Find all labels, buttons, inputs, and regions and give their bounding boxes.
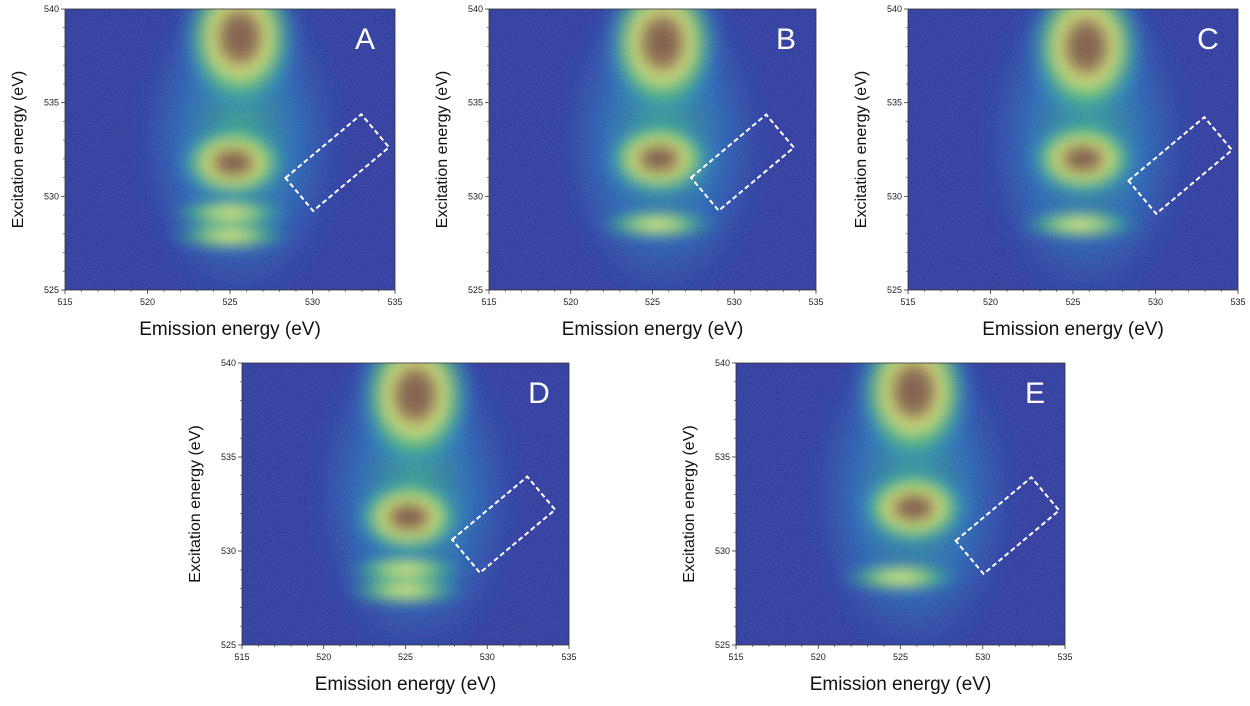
panel-d: 515 520 525 530 535 525 530 535 540 Emission ener… xyxy=(187,358,577,695)
y-tick-label: 540 xyxy=(468,4,483,14)
x-tick-label: 515 xyxy=(728,652,743,662)
panel-label: D xyxy=(528,377,550,410)
x-tick-label: 525 xyxy=(645,297,660,307)
y-tick-label: 525 xyxy=(44,285,59,295)
panel-label: B xyxy=(776,23,796,56)
y-tick-label: 525 xyxy=(221,640,236,650)
panel-label: E xyxy=(1025,377,1045,410)
y-tick-label: 540 xyxy=(44,4,59,14)
highlight-box xyxy=(954,475,1061,576)
y-tick-label: 540 xyxy=(887,4,902,14)
noise-texture xyxy=(908,9,1238,290)
panel-a: 515 520 525 530 535 525 530 535 540 Emission ener… xyxy=(10,4,403,340)
y-tick-label: 525 xyxy=(468,285,483,295)
highlight-box xyxy=(450,475,557,575)
x-tick-label: 530 xyxy=(727,297,742,307)
highlight-box xyxy=(284,112,391,213)
y-tick-label: 535 xyxy=(887,98,902,108)
x-axis-title: Emission energy (eV) xyxy=(562,319,744,340)
x-tick-label: 520 xyxy=(563,297,578,307)
noise-texture xyxy=(65,9,395,290)
intensity-map xyxy=(242,363,569,645)
x-tick-label: 525 xyxy=(893,652,908,662)
x-tick-label: 515 xyxy=(234,652,249,662)
x-tick-label: 525 xyxy=(1065,297,1080,307)
x-tick-label: 515 xyxy=(900,297,915,307)
y-tick-label: 540 xyxy=(221,358,236,368)
intensity-map xyxy=(908,9,1238,290)
x-axis-title: Emission energy (eV) xyxy=(982,319,1164,340)
y-tick-label: 535 xyxy=(715,452,730,462)
y-axis-title: Excitation energy (eV) xyxy=(434,71,451,228)
y-tick-label: 535 xyxy=(44,98,59,108)
highlight-box xyxy=(1127,115,1234,216)
x-tick-label: 530 xyxy=(975,652,990,662)
y-tick-label: 525 xyxy=(887,285,902,295)
y-tick-label: 540 xyxy=(715,358,730,368)
x-tick-label: 530 xyxy=(305,297,320,307)
x-tick-label: 535 xyxy=(1057,652,1072,662)
y-tick-label: 530 xyxy=(887,191,902,201)
x-tick-label: 525 xyxy=(222,297,237,307)
x-tick-label: 535 xyxy=(561,652,576,662)
panel-b: 515 520 525 530 535 525 530 535 540 Emission ener… xyxy=(434,4,824,340)
panel-label: C xyxy=(1197,23,1219,56)
x-tick-label: 535 xyxy=(808,297,823,307)
y-tick-label: 535 xyxy=(221,452,236,462)
noise-texture xyxy=(489,9,816,290)
x-tick-label: 530 xyxy=(1148,297,1163,307)
x-tick-label: 515 xyxy=(57,297,72,307)
panel-e: 515 520 525 530 535 525 530 535 540 Emission ener… xyxy=(681,358,1073,695)
x-tick-label: 520 xyxy=(983,297,998,307)
intensity-map xyxy=(65,9,395,290)
x-tick-label: 530 xyxy=(480,652,495,662)
y-tick-label: 530 xyxy=(468,191,483,201)
noise-texture xyxy=(242,363,569,645)
noise-texture xyxy=(736,363,1065,645)
x-tick-label: 525 xyxy=(398,652,413,662)
y-tick-label: 530 xyxy=(44,191,59,201)
x-tick-label: 520 xyxy=(316,652,331,662)
panel-c: 515 520 525 530 535 525 530 535 540 Emission ener… xyxy=(853,4,1246,340)
intensity-map xyxy=(736,363,1065,645)
x-axis-title: Emission energy (eV) xyxy=(315,674,497,695)
x-tick-label: 515 xyxy=(481,297,496,307)
y-axis-title: Excitation energy (eV) xyxy=(681,425,698,582)
x-tick-label: 520 xyxy=(140,297,155,307)
y-tick-label: 530 xyxy=(715,546,730,556)
x-tick-label: 535 xyxy=(387,297,402,307)
y-axis-title: Excitation energy (eV) xyxy=(853,71,870,228)
y-tick-label: 530 xyxy=(221,546,236,556)
panel-label: A xyxy=(355,23,375,56)
y-tick-label: 525 xyxy=(715,640,730,650)
y-tick-label: 535 xyxy=(468,98,483,108)
x-tick-label: 535 xyxy=(1230,297,1245,307)
x-axis-title: Emission energy (eV) xyxy=(139,319,321,340)
x-tick-label: 520 xyxy=(811,652,826,662)
intensity-map xyxy=(489,9,816,290)
highlight-box xyxy=(689,113,796,213)
y-axis-title: Excitation energy (eV) xyxy=(10,71,27,228)
x-axis-title: Emission energy (eV) xyxy=(810,674,992,695)
y-axis-title: Excitation energy (eV) xyxy=(187,425,204,582)
